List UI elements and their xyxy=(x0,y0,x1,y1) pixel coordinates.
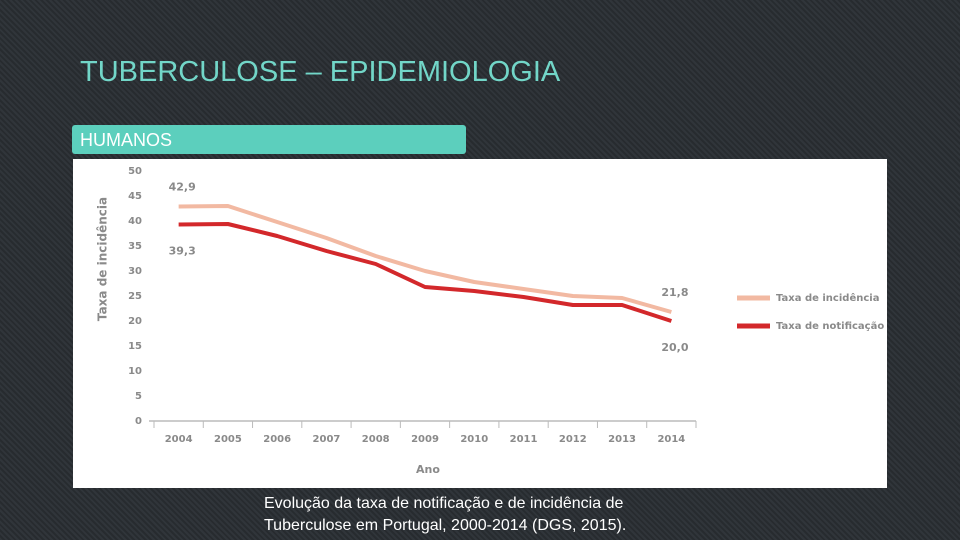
data-label: 39,3 xyxy=(169,245,196,258)
caption-line: Tuberculose em Portugal, 2000-2014 (DGS,… xyxy=(264,517,627,534)
x-axis-label: Ano xyxy=(416,463,440,476)
x-tick-label: 2013 xyxy=(608,434,636,445)
caption-line: Evolução da taxa de notificação e de inc… xyxy=(264,495,624,512)
y-tick-label: 10 xyxy=(128,366,142,377)
x-tick-label: 2010 xyxy=(460,434,488,445)
x-tick-label: 2012 xyxy=(559,434,587,445)
y-tick-label: 40 xyxy=(128,216,142,227)
caption: Evolução da taxa de notificação e de inc… xyxy=(264,493,626,537)
x-tick-label: 2006 xyxy=(263,434,291,445)
chart: Taxa de incidência Ano 0 5 10 15 20 25 30 35 40 4… xyxy=(73,159,887,488)
x-tick-label: 2014 xyxy=(657,434,685,445)
y-tick-label: 25 xyxy=(128,291,142,302)
x-tick-label: 2005 xyxy=(214,434,242,445)
data-label: 20,0 xyxy=(661,341,688,354)
section-label: HUMANOS xyxy=(72,125,466,154)
y-tick-label: 45 xyxy=(128,191,142,202)
x-tick-label: 2007 xyxy=(313,434,341,445)
legend-label: Taxa de notificação xyxy=(776,321,884,332)
series-line xyxy=(178,204,672,314)
y-tick-label: 30 xyxy=(128,266,142,277)
y-tick-label: 0 xyxy=(135,416,142,427)
data-label: 21,8 xyxy=(661,286,688,299)
y-axis-label: Taxa de incidência xyxy=(96,197,110,321)
legend-label: Taxa de incidência xyxy=(776,292,879,304)
y-tick-label: 5 xyxy=(135,391,142,402)
slide-title: TUBERCULOSE – EPIDEMIOLOGIA xyxy=(80,56,561,88)
y-tick-label: 15 xyxy=(128,341,142,352)
data-label: 42,9 xyxy=(169,181,196,194)
x-tick-label: 2004 xyxy=(165,434,193,445)
x-tick-label: 2011 xyxy=(510,434,538,445)
x-tick-label: 2008 xyxy=(362,434,390,445)
x-tick-label: 2009 xyxy=(411,434,439,445)
y-tick-label: 50 xyxy=(128,166,142,177)
y-tick-label: 20 xyxy=(128,316,142,327)
y-tick-label: 35 xyxy=(128,241,142,252)
series-line xyxy=(178,222,672,323)
